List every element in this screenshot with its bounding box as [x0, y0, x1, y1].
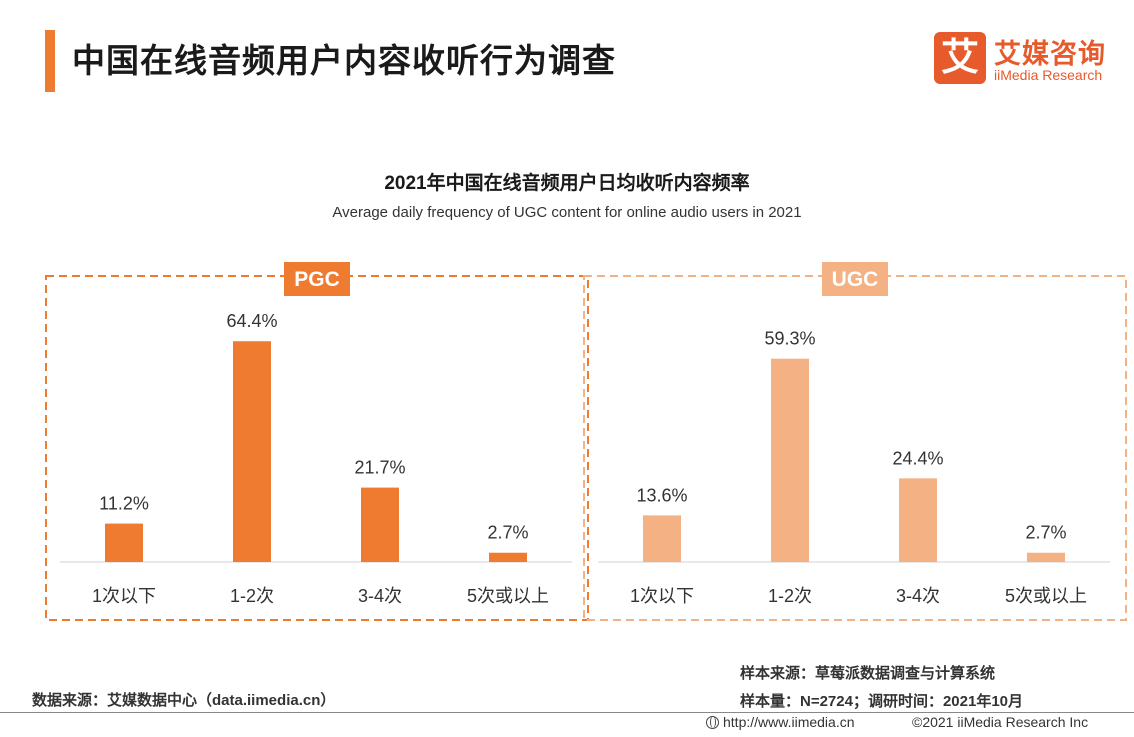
logo-mark-icon: 艾	[934, 32, 986, 84]
chart-title: 2021年中国在线音频用户日均收听内容频率	[384, 173, 750, 194]
ugc-bar-4	[1027, 552, 1065, 562]
pgc-value-label-1: 11.2%	[99, 494, 149, 514]
ugc-category-label-1: 1次以下	[630, 586, 694, 606]
chart-subtitle: Average daily frequency of UGC content f…	[332, 204, 802, 221]
pgc-value-label-4: 2.7%	[487, 523, 528, 543]
title-accent-bar	[45, 30, 55, 92]
pgc-category-label-4: 5次或以上	[467, 586, 549, 606]
footer-url[interactable]: http://www.iimedia.cn	[706, 714, 855, 730]
pgc-bar-3	[361, 487, 399, 562]
pgc-value-label-3: 21.7%	[354, 458, 405, 478]
pgc-title-label: PGC	[294, 268, 340, 291]
pgc-bar-chart: PGC 11.2% 1次以下 64.4% 1-2次 21.7% 3-4次 2.7% 5次或以上	[45, 262, 589, 621]
pgc-bar-2	[233, 341, 271, 562]
logo-name-cn: 艾媒咨询	[994, 39, 1106, 69]
pgc-category-label-3: 3-4次	[358, 586, 402, 606]
sample-source: 样本来源：草莓派数据调查与计算系统	[740, 665, 996, 682]
sample-size: 样本量：N=2724；调研时间：2021年10月	[740, 693, 1024, 710]
pgc-bar-4	[489, 552, 527, 562]
pgc-value-label-2: 64.4%	[226, 311, 277, 331]
pgc-category-label-1: 1次以下	[92, 586, 156, 606]
ugc-category-label-3: 3-4次	[896, 586, 940, 606]
logo-name-en: iiMedia Research	[994, 67, 1103, 83]
ugc-category-label-4: 5次或以上	[1005, 586, 1087, 606]
ugc-title-badge	[822, 262, 888, 296]
ugc-value-label-1: 13.6%	[636, 485, 687, 505]
ugc-value-label-4: 2.7%	[1025, 523, 1066, 543]
ugc-bar-2	[771, 358, 809, 562]
ugc-bar-chart: UGC 13.6% 1次以下 59.3% 1-2次 24.4% 3-4次 2.7% 5次或以上	[583, 262, 1127, 621]
globe-icon	[706, 716, 719, 729]
ugc-value-label-2: 59.3%	[764, 329, 815, 349]
pgc-chart-panel: PGC 11.2% 1次以下 64.4% 1-2次 21.7% 3-4次 2.7% 5次或以上	[40, 262, 600, 627]
ugc-title-label: UGC	[832, 268, 879, 291]
page-title: 中国在线音频用户内容收听行为调查	[72, 42, 616, 79]
iimedia-logo: 艾 艾媒咨询 iiMedia Research	[934, 32, 1114, 88]
pgc-frame	[45, 275, 589, 621]
ugc-bar-3	[899, 478, 937, 562]
pgc-title-badge	[284, 262, 350, 296]
data-source: 数据来源：艾媒数据中心（data.iimedia.cn）	[32, 692, 336, 709]
footer-copyright: ©2021 iiMedia Research Inc	[912, 714, 1089, 730]
ugc-category-label-2: 1-2次	[768, 586, 812, 606]
ugc-frame	[583, 275, 1127, 621]
pgc-bar-1	[105, 523, 143, 562]
footer-url-text[interactable]: http://www.iimedia.cn	[723, 714, 855, 730]
ugc-chart-panel: UGC 13.6% 1次以下 59.3% 1-2次 24.4% 3-4次 2.7% 5次或以上	[578, 262, 1134, 627]
ugc-bar-1	[643, 515, 681, 562]
footer-divider	[0, 712, 1134, 713]
pgc-category-label-2: 1-2次	[230, 586, 274, 606]
ugc-value-label-3: 24.4%	[892, 448, 943, 468]
